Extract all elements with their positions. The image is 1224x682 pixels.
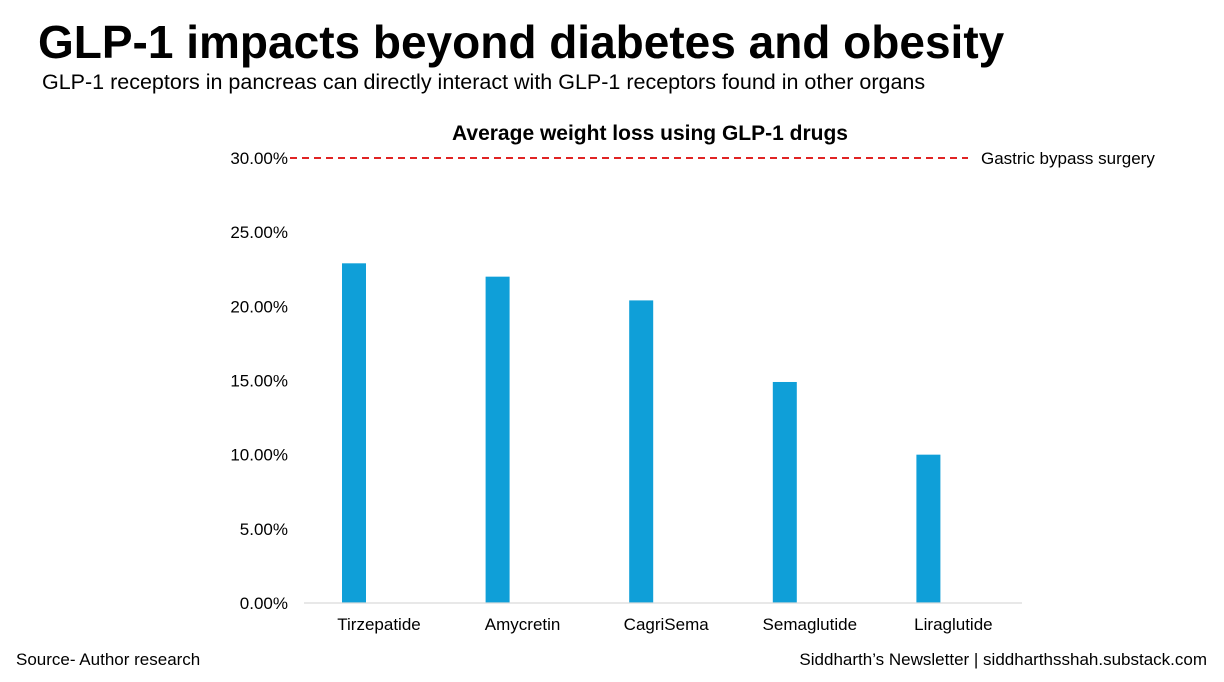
y-tick-label: 15.00% <box>230 372 288 391</box>
y-tick-label: 25.00% <box>230 223 288 242</box>
x-category-label: CagriSema <box>624 615 710 634</box>
reference-line-label: Gastric bypass surgery <box>981 149 1155 168</box>
y-tick-label: 5.00% <box>240 520 288 539</box>
bar-tirzepatide <box>342 263 366 603</box>
newsletter-credit: Siddharth’s Newsletter | siddharthsshah.… <box>799 650 1207 669</box>
bar-liraglutide <box>916 454 941 603</box>
y-tick-label: 10.00% <box>230 446 288 465</box>
x-category-label: Tirzepatide <box>337 615 420 634</box>
y-tick-label: 20.00% <box>230 297 288 316</box>
page-subtitle: GLP-1 receptors in pancreas can directly… <box>42 70 926 94</box>
bar-amycretin <box>485 276 510 603</box>
bar-cagrisema <box>629 300 654 603</box>
page-title: GLP-1 impacts beyond diabetes and obesit… <box>38 16 1005 68</box>
source-note: Source- Author research <box>16 650 201 669</box>
x-category-label: Amycretin <box>485 615 561 634</box>
chart-title: Average weight loss using GLP-1 drugs <box>452 122 848 145</box>
y-tick-label: 0.00% <box>240 594 288 613</box>
y-tick-label: 30.00% <box>230 149 288 168</box>
x-category-label: Liraglutide <box>914 615 992 634</box>
x-category-label: Semaglutide <box>763 615 858 634</box>
bar-semaglutide <box>772 381 797 603</box>
